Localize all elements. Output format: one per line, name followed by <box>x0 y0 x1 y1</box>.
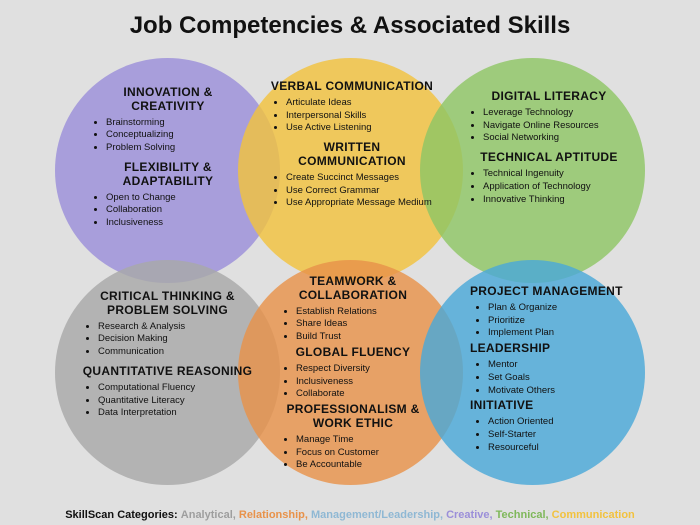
skill-item: Establish Relations <box>296 306 428 319</box>
comp-initiative-skills: Action OrientedSelf-StarterResourceful <box>470 416 630 454</box>
skill-item: Inclusiveness <box>106 217 248 230</box>
comp-critical-title: CRITICAL THINKING & PROBLEM SOLVING <box>80 290 255 318</box>
skill-item: Problem Solving <box>106 142 248 155</box>
skill-item: Quantitative Literacy <box>98 395 255 408</box>
skill-item: Respect Diversity <box>296 363 428 376</box>
skill-item: Implement Plan <box>488 327 630 340</box>
comp-global-title: GLOBAL FLUENCY <box>278 346 428 360</box>
comp-project-skills: Plan & OrganizePrioritizeImplement Plan <box>470 302 630 340</box>
skill-item: Mentor <box>488 359 630 372</box>
skill-item: Inclusiveness <box>296 376 428 389</box>
skill-item: Share Ideas <box>296 318 428 331</box>
skill-item: Data Interpretation <box>98 407 255 420</box>
group-green: DIGITAL LITERACY Leverage TechnologyNavi… <box>465 90 633 212</box>
comp-critical-skills: Research & AnalysisDecision MakingCommun… <box>80 321 255 359</box>
skill-item: Navigate Online Resources <box>483 120 633 133</box>
skill-item: Application of Technology <box>483 181 633 194</box>
skill-item: Collaboration <box>106 204 248 217</box>
comp-written-title: WRITTEN COMMUNICATION <box>268 141 436 169</box>
skill-item: Set Goals <box>488 372 630 385</box>
comp-verbal-title: VERBAL COMMUNICATION <box>268 80 436 94</box>
comp-technical-title: TECHNICAL APTITUDE <box>465 151 633 165</box>
group-gray: CRITICAL THINKING & PROBLEM SOLVING Rese… <box>80 290 255 426</box>
footer-label: SkillScan Categories: <box>65 509 178 521</box>
skill-item: Conceptualizing <box>106 129 248 142</box>
skill-item: Research & Analysis <box>98 321 255 334</box>
comp-quantitative-skills: Computational FluencyQuantitative Litera… <box>80 382 255 420</box>
skill-item: Plan & Organize <box>488 302 630 315</box>
comp-teamwork-title: TEAMWORK & COLLABORATION <box>278 275 428 303</box>
comp-verbal-skills: Articulate IdeasInterpersonal SkillsUse … <box>268 97 436 135</box>
skill-item: Create Succinct Messages <box>286 172 436 185</box>
footer: SkillScan Categories: Analytical, Relati… <box>0 509 700 521</box>
skill-item: Social Networking <box>483 132 633 145</box>
comp-innovation-title: INNOVATION & CREATIVITY <box>88 86 248 114</box>
comp-initiative-title: INITIATIVE <box>470 399 630 413</box>
skill-item: Resourceful <box>488 442 630 455</box>
skill-item: Brainstorming <box>106 117 248 130</box>
skill-item: Collaborate <box>296 388 428 401</box>
skill-item: Articulate Ideas <box>286 97 436 110</box>
footer-cat: Analytical, <box>181 509 236 521</box>
comp-written-skills: Create Succinct MessagesUse Correct Gram… <box>268 172 436 210</box>
comp-project-title: PROJECT MANAGEMENT <box>470 285 630 299</box>
page-title: Job Competencies & Associated Skills <box>0 0 700 40</box>
footer-cat: Management/Leadership, <box>308 509 443 521</box>
skill-item: Use Correct Grammar <box>286 185 436 198</box>
group-orange: TEAMWORK & COLLABORATION Establish Relat… <box>278 275 428 478</box>
comp-flexibility-skills: Open to ChangeCollaborationInclusiveness <box>88 192 248 230</box>
footer-cat: Communication <box>549 509 635 521</box>
skill-item: Leverage Technology <box>483 107 633 120</box>
comp-leadership-title: LEADERSHIP <box>470 342 630 356</box>
skill-item: Open to Change <box>106 192 248 205</box>
footer-cat: Relationship, <box>236 509 308 521</box>
skill-item: Innovative Thinking <box>483 194 633 207</box>
footer-cat: Technical, <box>493 509 549 521</box>
skill-item: Be Accountable <box>296 459 428 472</box>
comp-technical-skills: Technical IngenuityApplication of Techno… <box>465 168 633 206</box>
skill-item: Motivate Others <box>488 385 630 398</box>
comp-profession-skills: Manage TimeFocus on CustomerBe Accountab… <box>278 434 428 472</box>
skill-item: Interpersonal Skills <box>286 110 436 123</box>
skill-item: Build Trust <box>296 331 428 344</box>
skill-item: Manage Time <box>296 434 428 447</box>
skill-item: Action Oriented <box>488 416 630 429</box>
group-purple: INNOVATION & CREATIVITY BrainstormingCon… <box>88 86 248 236</box>
comp-innovation-skills: BrainstormingConceptualizingProblem Solv… <box>88 117 248 155</box>
group-yellow: VERBAL COMMUNICATION Articulate IdeasInt… <box>268 80 436 216</box>
skill-item: Computational Fluency <box>98 382 255 395</box>
skill-item: Communication <box>98 346 255 359</box>
comp-leadership-skills: MentorSet GoalsMotivate Others <box>470 359 630 397</box>
comp-global-skills: Respect DiversityInclusivenessCollaborat… <box>278 363 428 401</box>
comp-quantitative-title: QUANTITATIVE REASONING <box>80 365 255 379</box>
skill-item: Self-Starter <box>488 429 630 442</box>
skill-item: Use Active Listening <box>286 122 436 135</box>
comp-teamwork-skills: Establish RelationsShare IdeasBuild Trus… <box>278 306 428 344</box>
comp-flexibility-title: FLEXIBILITY & ADAPTABILITY <box>88 161 248 189</box>
skill-item: Technical Ingenuity <box>483 168 633 181</box>
footer-cat: Creative, <box>443 509 493 521</box>
skill-item: Focus on Customer <box>296 447 428 460</box>
comp-digital-title: DIGITAL LITERACY <box>465 90 633 104</box>
skill-item: Prioritize <box>488 315 630 328</box>
comp-profession-title: PROFESSIONALISM & WORK ETHIC <box>278 403 428 431</box>
skill-item: Decision Making <box>98 333 255 346</box>
comp-digital-skills: Leverage TechnologyNavigate Online Resou… <box>465 107 633 145</box>
skill-item: Use Appropriate Message Medium <box>286 197 436 210</box>
group-blue: PROJECT MANAGEMENT Plan & OrganizePriori… <box>470 285 630 461</box>
